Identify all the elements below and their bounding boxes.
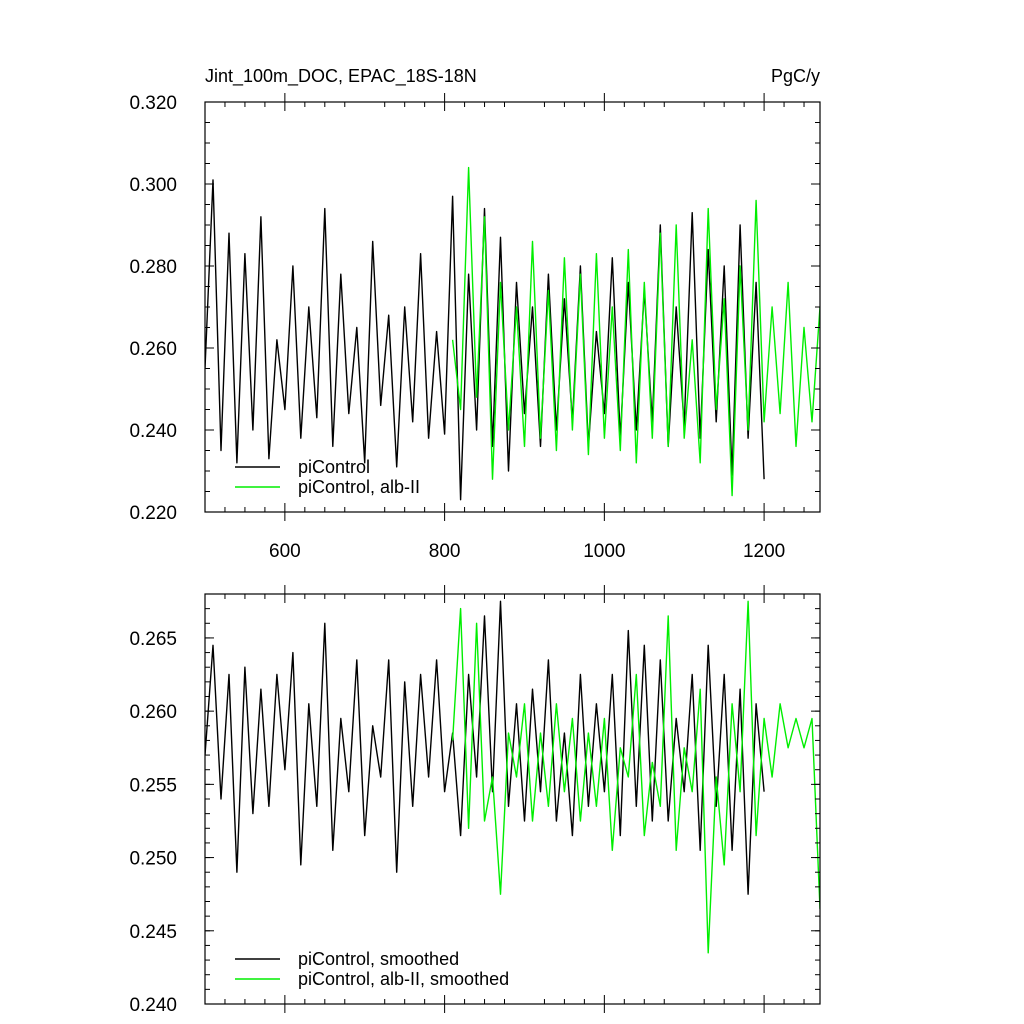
- x-tick-label: 800: [429, 541, 461, 562]
- series-group: [205, 166, 820, 501]
- y-tick-label: 0.320: [129, 93, 177, 114]
- y-tick-label: 0.280: [129, 257, 177, 278]
- plot-panel-2: [204, 585, 821, 1013]
- series-line-picontrol-alb-ii: [451, 600, 820, 954]
- y-tick-label: 0.265: [129, 629, 177, 650]
- y-tick-label: 0.240: [129, 421, 177, 442]
- legend-label: piControl: [298, 457, 370, 477]
- legend-label: piControl, smoothed: [298, 949, 459, 969]
- y-tick-label: 0.245: [129, 922, 177, 943]
- plot-frame: [204, 101, 821, 513]
- x-tick-label: 600: [269, 541, 301, 562]
- legend-label: piControl, alb-II, smoothed: [298, 969, 509, 989]
- y-tick-label: 0.260: [129, 702, 177, 723]
- series-line-picontrol-alb-ii: [451, 166, 820, 497]
- legend-label: piControl, alb-II: [298, 477, 420, 497]
- y-tick-label: 0.250: [129, 849, 177, 870]
- y-tick-label: 0.300: [129, 175, 177, 196]
- y-tick-label: 0.240: [129, 995, 177, 1016]
- y-tick-label: 0.220: [129, 503, 177, 524]
- y-tick-label: 0.260: [129, 339, 177, 360]
- chart-title: Jint_100m_DOC, EPAC_18S-18N: [205, 66, 477, 87]
- series-line-picontrol: [205, 600, 765, 895]
- x-tick-label: 1000: [583, 541, 625, 562]
- units-label: PgC/y: [771, 66, 820, 86]
- series-group: [205, 600, 820, 954]
- plot-panel-1: [204, 93, 821, 521]
- x-tick-label: 1200: [743, 541, 785, 562]
- y-tick-label: 0.255: [129, 775, 177, 796]
- series-line-picontrol: [205, 179, 765, 501]
